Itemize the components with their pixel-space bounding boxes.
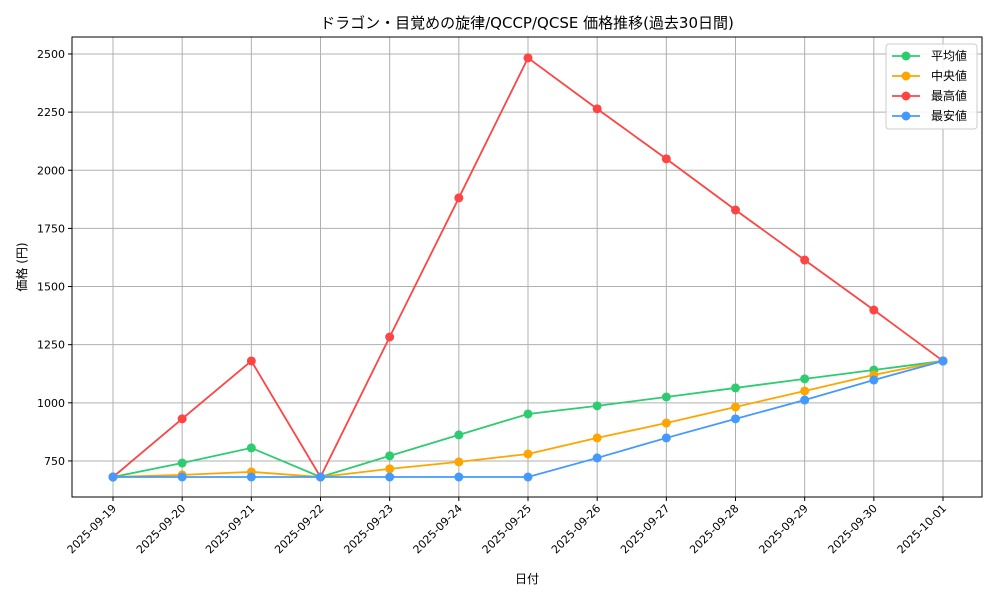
data-point bbox=[800, 255, 810, 265]
data-point bbox=[454, 193, 464, 203]
x-tick-label: 2025-09-19 bbox=[65, 502, 119, 556]
y-tick-label: 2250 bbox=[37, 106, 65, 119]
y-tick-label: 1000 bbox=[37, 397, 65, 410]
data-point bbox=[523, 449, 533, 459]
data-point bbox=[938, 356, 948, 366]
x-tick-label: 2025-09-28 bbox=[687, 502, 741, 556]
data-point bbox=[523, 409, 533, 419]
x-tick-label: 2025-09-29 bbox=[756, 502, 810, 556]
x-tick-label: 2025-09-26 bbox=[549, 502, 603, 556]
data-point bbox=[385, 464, 395, 474]
data-point bbox=[800, 395, 810, 405]
data-point bbox=[800, 386, 810, 396]
legend-marker bbox=[901, 91, 911, 101]
x-tick-label: 2025-09-24 bbox=[411, 502, 465, 556]
data-point bbox=[661, 392, 671, 402]
x-tick-label: 2025-09-20 bbox=[134, 502, 188, 556]
legend-marker bbox=[901, 51, 911, 61]
x-tick-label: 2025-10-01 bbox=[895, 502, 949, 556]
data-point bbox=[731, 402, 740, 412]
data-point bbox=[592, 104, 602, 114]
data-point bbox=[316, 472, 325, 482]
legend-label: 平均値 bbox=[931, 48, 967, 63]
y-tick-label: 2500 bbox=[37, 48, 65, 61]
data-point bbox=[454, 472, 464, 482]
x-tick-label: 2025-09-27 bbox=[618, 502, 672, 556]
y-axis-label: 価格 (円) bbox=[14, 242, 29, 291]
data-point bbox=[177, 414, 187, 424]
data-point bbox=[177, 458, 187, 468]
y-tick-label: 1500 bbox=[37, 281, 65, 294]
x-tick-label: 2025-09-22 bbox=[272, 502, 326, 556]
data-point bbox=[592, 401, 602, 411]
data-point bbox=[454, 457, 464, 467]
data-point bbox=[869, 375, 879, 385]
data-point bbox=[246, 443, 256, 453]
data-point bbox=[523, 472, 533, 482]
legend-marker bbox=[901, 111, 911, 121]
data-point bbox=[731, 414, 740, 424]
data-point bbox=[454, 430, 464, 440]
legend-box bbox=[885, 43, 978, 130]
data-point bbox=[731, 205, 740, 215]
y-tick-label: 2000 bbox=[37, 164, 65, 177]
legend-label: 最高値 bbox=[931, 88, 967, 103]
y-tick-label: 750 bbox=[44, 455, 65, 468]
plot-frame bbox=[71, 36, 983, 498]
y-tick-label: 1250 bbox=[37, 339, 65, 352]
data-point bbox=[661, 418, 671, 428]
data-point bbox=[731, 383, 740, 393]
chart-title: ドラゴン・目覚めの旋律/QCCP/QCSE 価格推移(過去30日間) bbox=[320, 14, 734, 32]
x-tick-label: 2025-09-21 bbox=[203, 502, 257, 556]
legend-marker bbox=[901, 71, 911, 81]
data-point bbox=[385, 332, 395, 342]
data-point bbox=[246, 472, 256, 482]
data-point bbox=[108, 472, 118, 482]
data-point bbox=[177, 472, 187, 482]
data-point bbox=[385, 472, 395, 482]
data-point bbox=[592, 453, 602, 463]
series-3 bbox=[108, 356, 948, 482]
data-point bbox=[800, 374, 810, 384]
x-tick-label: 2025-09-25 bbox=[480, 502, 534, 556]
legend-label: 最安値 bbox=[931, 108, 967, 123]
x-axis-label: 日付 bbox=[515, 572, 539, 586]
y-tick-label: 1750 bbox=[37, 222, 65, 235]
data-point bbox=[246, 356, 256, 366]
data-point bbox=[661, 154, 671, 164]
x-tick-label: 2025-09-23 bbox=[341, 502, 395, 556]
legend-label: 中央値 bbox=[931, 68, 967, 83]
data-point bbox=[869, 305, 879, 315]
x-tick-label: 2025-09-30 bbox=[826, 502, 880, 556]
data-point bbox=[592, 433, 602, 443]
data-point bbox=[661, 433, 671, 443]
data-point bbox=[385, 451, 395, 461]
data-point bbox=[523, 53, 533, 63]
